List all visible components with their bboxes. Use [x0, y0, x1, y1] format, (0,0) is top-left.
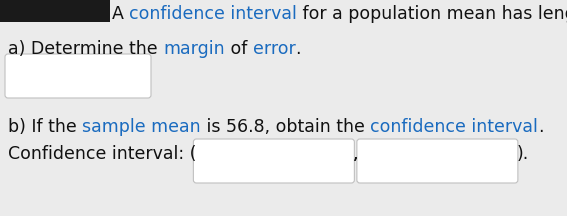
Text: ,: , — [352, 145, 358, 163]
Text: confidence interval: confidence interval — [370, 118, 538, 136]
Text: .: . — [295, 40, 301, 58]
Text: of: of — [225, 40, 253, 58]
Text: sample mean: sample mean — [82, 118, 201, 136]
FancyBboxPatch shape — [357, 139, 518, 183]
Text: .: . — [538, 118, 544, 136]
Text: a) Determine the: a) Determine the — [8, 40, 163, 58]
Text: b) If the: b) If the — [8, 118, 82, 136]
Text: is 56.8, obtain the: is 56.8, obtain the — [201, 118, 370, 136]
Text: Confidence interval: (: Confidence interval: ( — [8, 145, 196, 163]
Text: A: A — [112, 5, 129, 23]
Text: error: error — [253, 40, 295, 58]
FancyBboxPatch shape — [0, 0, 110, 22]
Text: ).: ). — [517, 145, 529, 163]
Text: margin: margin — [163, 40, 225, 58]
FancyBboxPatch shape — [193, 139, 354, 183]
Text: ,: , — [352, 145, 358, 163]
Text: confidence interval: confidence interval — [129, 5, 297, 23]
Text: for a population mean has length 26.: for a population mean has length 26. — [297, 5, 567, 23]
FancyBboxPatch shape — [5, 54, 151, 98]
